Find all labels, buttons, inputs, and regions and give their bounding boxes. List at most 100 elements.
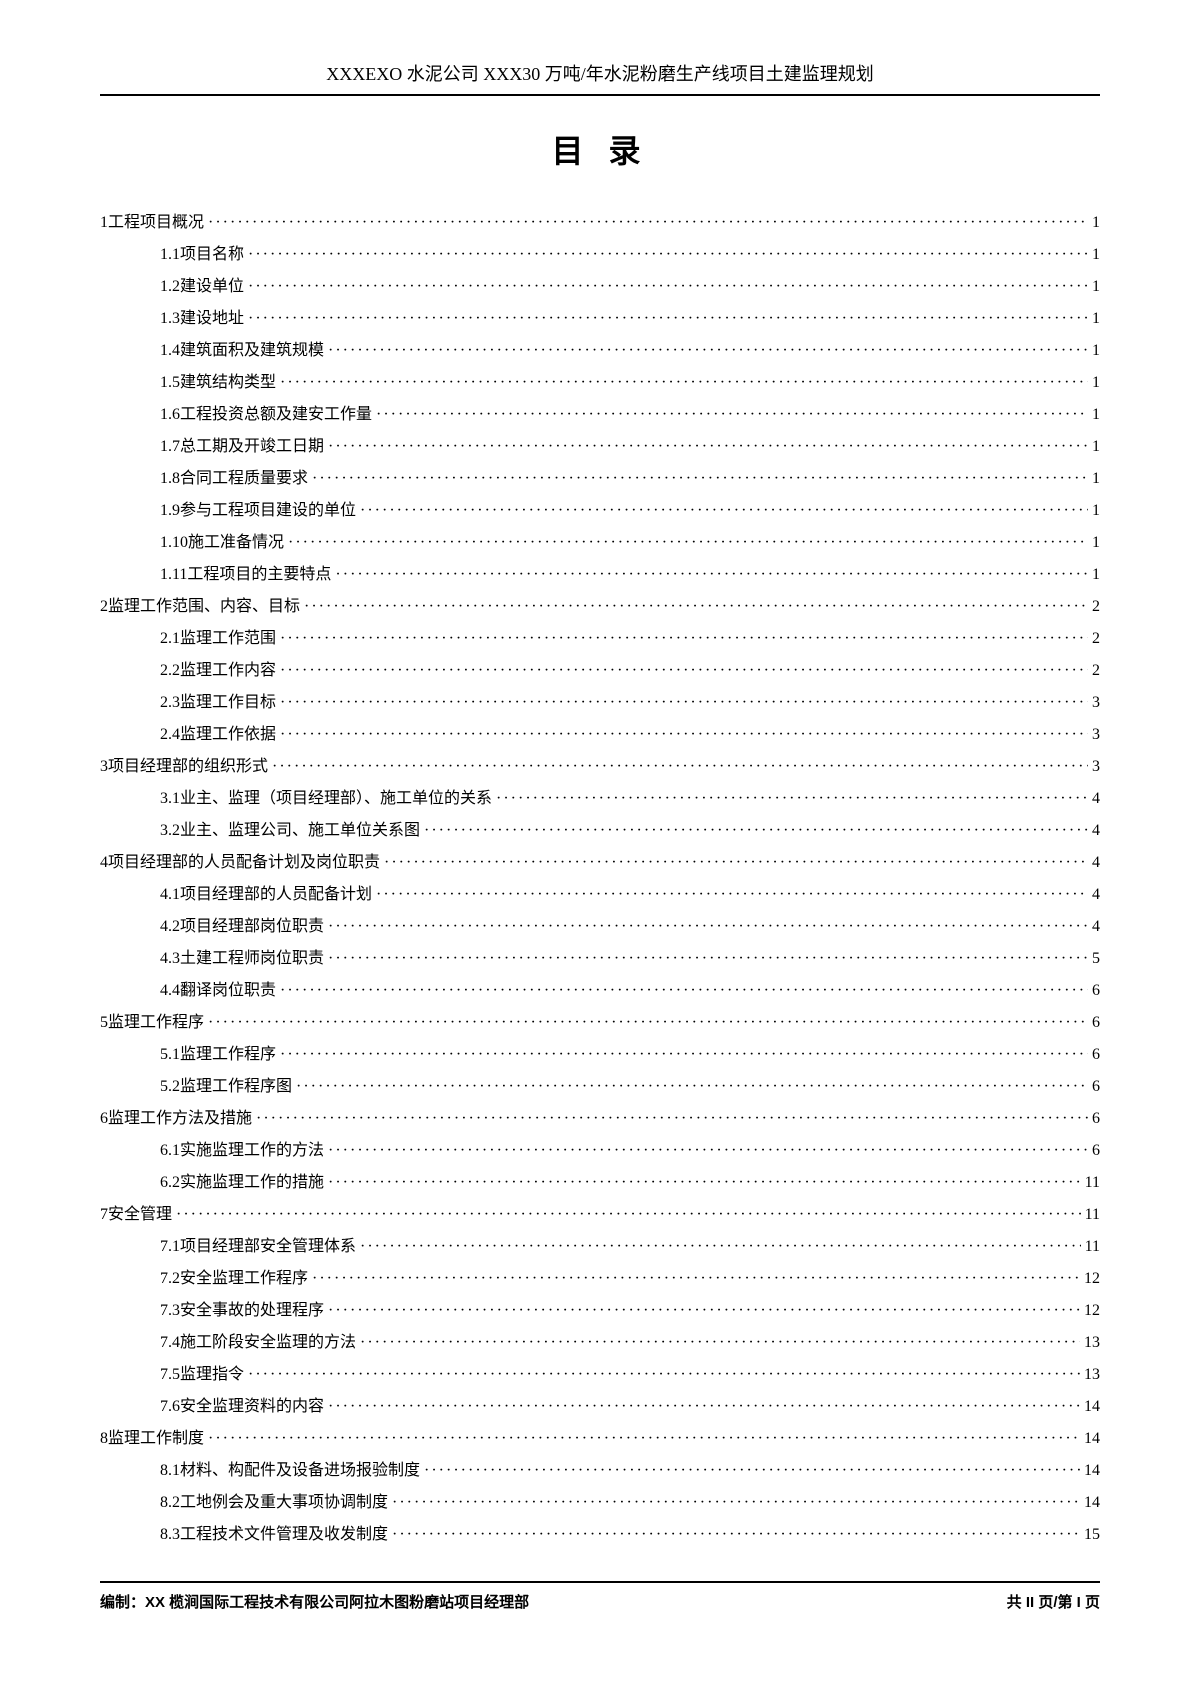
toc-entry-text: 监理工作程序 bbox=[108, 1007, 204, 1039]
toc-entry-text: 建设地址 bbox=[180, 303, 244, 335]
toc-entry-text: 项目经理部安全管理体系 bbox=[180, 1231, 356, 1263]
toc-dots bbox=[328, 943, 1088, 975]
toc-entry-page: 3 bbox=[1092, 719, 1100, 751]
toc-entry: 2.4 监理工作依据3 bbox=[100, 719, 1100, 751]
toc-entry-page: 2 bbox=[1092, 655, 1100, 687]
toc-entry-number: 4.3 bbox=[160, 943, 180, 975]
toc-entry-text: 工程技术文件管理及收发制度 bbox=[180, 1519, 388, 1551]
toc-dots bbox=[335, 559, 1088, 591]
toc-entry-page: 14 bbox=[1084, 1455, 1100, 1487]
toc-entry: 6 监理工作方法及措施6 bbox=[100, 1103, 1100, 1135]
document-header: XXXEXO 水泥公司 XXX30 万吨/年水泥粉磨生产线项目土建监理规划 bbox=[100, 60, 1100, 96]
toc-entry: 1.1 项目名称1 bbox=[100, 239, 1100, 271]
toc-entry-page: 1 bbox=[1092, 559, 1100, 591]
toc-dots bbox=[328, 1295, 1080, 1327]
toc-entry-page: 6 bbox=[1092, 975, 1100, 1007]
toc-entry-text: 监理工作程序图 bbox=[180, 1071, 292, 1103]
toc-entry-text: 监理工作制度 bbox=[108, 1423, 204, 1455]
toc-entry: 2.3 监理工作目标3 bbox=[100, 687, 1100, 719]
toc-entry-number: 7.2 bbox=[160, 1263, 180, 1295]
toc-dots bbox=[360, 495, 1088, 527]
toc-entry-number: 1.11 bbox=[160, 559, 187, 591]
toc-entry-number: 7.5 bbox=[160, 1359, 180, 1391]
toc-entry-number: 8.1 bbox=[160, 1455, 180, 1487]
toc-entry-number: 5.2 bbox=[160, 1071, 180, 1103]
toc-dots bbox=[208, 1007, 1088, 1039]
toc-entry-number: 1.1 bbox=[160, 239, 180, 271]
toc-entry-text: 监理工作程序 bbox=[180, 1039, 276, 1071]
toc-entry: 8 监理工作制度14 bbox=[100, 1423, 1100, 1455]
toc-entry-page: 11 bbox=[1085, 1231, 1100, 1263]
toc-entry-number: 1.3 bbox=[160, 303, 180, 335]
toc-entry-number: 1.6 bbox=[160, 399, 180, 431]
toc-entry-number: 2.2 bbox=[160, 655, 180, 687]
toc-entry: 7.2 安全监理工作程序12 bbox=[100, 1263, 1100, 1295]
toc-entry-page: 1 bbox=[1092, 271, 1100, 303]
toc-dots bbox=[328, 1135, 1088, 1167]
toc-dots bbox=[280, 367, 1088, 399]
toc-entry-number: 7.1 bbox=[160, 1231, 180, 1263]
toc-entry-page: 4 bbox=[1092, 879, 1100, 911]
toc-entry: 4.1 项目经理部的人员配备计划4 bbox=[100, 879, 1100, 911]
toc-entry-text: 监理工作范围 bbox=[180, 623, 276, 655]
toc-dots bbox=[376, 879, 1088, 911]
toc-entry: 4 项目经理部的人员配备计划及岗位职责4 bbox=[100, 847, 1100, 879]
toc-entry-text: 材料、构配件及设备进场报验制度 bbox=[180, 1455, 420, 1487]
toc-dots bbox=[256, 1103, 1088, 1135]
toc-entry-number: 1.8 bbox=[160, 463, 180, 495]
toc-entry-number: 5.1 bbox=[160, 1039, 180, 1071]
toc-entry-number: 5 bbox=[100, 1007, 108, 1039]
toc-dots bbox=[248, 1359, 1080, 1391]
toc-entry: 1 工程项目概况1 bbox=[100, 207, 1100, 239]
toc-entry-text: 施工阶段安全监理的方法 bbox=[180, 1327, 356, 1359]
toc-entry-number: 1.4 bbox=[160, 335, 180, 367]
toc-entry-number: 1.2 bbox=[160, 271, 180, 303]
toc-entry-text: 业主、监理公司、施工单位关系图 bbox=[180, 815, 420, 847]
toc-entry-text: 翻译岗位职责 bbox=[180, 975, 276, 1007]
toc-entry-page: 2 bbox=[1092, 623, 1100, 655]
toc-entry-number: 6 bbox=[100, 1103, 108, 1135]
toc-dots bbox=[392, 1519, 1080, 1551]
toc-entry-page: 2 bbox=[1092, 591, 1100, 623]
toc-dots bbox=[360, 1231, 1081, 1263]
toc-entry-text: 建筑结构类型 bbox=[180, 367, 276, 399]
toc-dots bbox=[280, 719, 1088, 751]
toc-dots bbox=[280, 623, 1088, 655]
toc-entry-text: 参与工程项目建设的单位 bbox=[180, 495, 356, 527]
toc-entry-text: 工地例会及重大事项协调制度 bbox=[180, 1487, 388, 1519]
toc-entry-page: 6 bbox=[1092, 1007, 1100, 1039]
toc-entry-number: 1 bbox=[100, 207, 108, 239]
toc-entry-page: 6 bbox=[1092, 1135, 1100, 1167]
toc-entry-page: 3 bbox=[1092, 687, 1100, 719]
toc-entry-page: 1 bbox=[1092, 399, 1100, 431]
toc-entry: 7.4 施工阶段安全监理的方法13 bbox=[100, 1327, 1100, 1359]
toc-entry-text: 项目经理部的组织形式 bbox=[108, 751, 268, 783]
toc-entry-page: 6 bbox=[1092, 1071, 1100, 1103]
toc-entry-number: 7 bbox=[100, 1199, 108, 1231]
toc-title: 目 录 bbox=[100, 126, 1100, 172]
toc-dots bbox=[312, 1263, 1080, 1295]
toc-entry-page: 12 bbox=[1084, 1263, 1100, 1295]
toc-entry-page: 1 bbox=[1092, 431, 1100, 463]
toc-entry-page: 1 bbox=[1092, 463, 1100, 495]
toc-entry: 1.4 建筑面积及建筑规模1 bbox=[100, 335, 1100, 367]
toc-entry-text: 监理工作目标 bbox=[180, 687, 276, 719]
toc-entry-number: 3.1 bbox=[160, 783, 180, 815]
toc-entry-page: 1 bbox=[1092, 527, 1100, 559]
toc-entry-page: 6 bbox=[1092, 1103, 1100, 1135]
toc-entry: 2.2 监理工作内容2 bbox=[100, 655, 1100, 687]
toc-entry: 1.3 建设地址1 bbox=[100, 303, 1100, 335]
toc-list: 1 工程项目概况11.1 项目名称11.2 建设单位11.3 建设地址11.4 … bbox=[100, 207, 1100, 1551]
toc-entry-page: 3 bbox=[1092, 751, 1100, 783]
toc-entry-page: 4 bbox=[1092, 815, 1100, 847]
toc-entry-text: 工程项目的主要特点 bbox=[187, 559, 331, 591]
toc-entry-text: 监理指令 bbox=[180, 1359, 244, 1391]
toc-entry-number: 3 bbox=[100, 751, 108, 783]
toc-entry-text: 建设单位 bbox=[180, 271, 244, 303]
toc-entry-text: 项目名称 bbox=[180, 239, 244, 271]
toc-entry-text: 项目经理部的人员配备计划 bbox=[180, 879, 372, 911]
toc-entry-number: 6.1 bbox=[160, 1135, 180, 1167]
toc-entry: 6.1 实施监理工作的方法6 bbox=[100, 1135, 1100, 1167]
toc-entry: 3.1 业主、监理（项目经理部）、施工单位的关系4 bbox=[100, 783, 1100, 815]
toc-entry-page: 11 bbox=[1085, 1167, 1100, 1199]
